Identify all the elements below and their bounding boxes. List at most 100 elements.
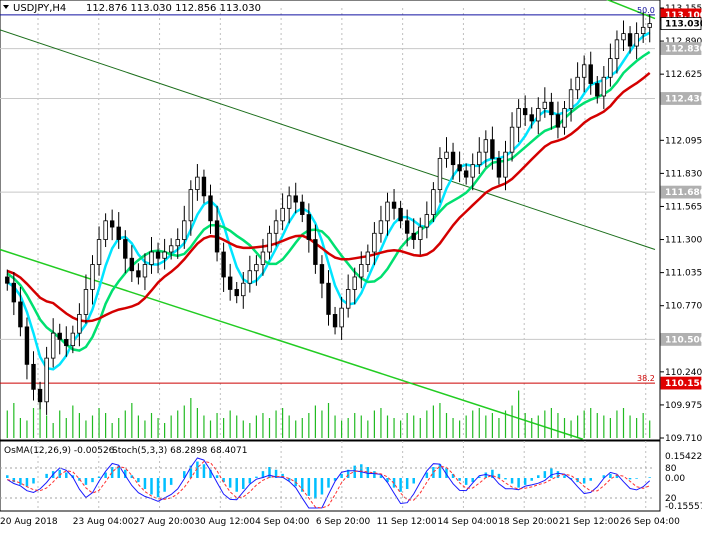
- candle-body: [404, 220, 410, 234]
- candle-body: [234, 289, 239, 297]
- candle-body: [18, 301, 23, 328]
- candle-body: [555, 114, 561, 128]
- candle-body: [372, 232, 377, 253]
- x-tick-label: 26 Sep 04:00: [620, 517, 680, 527]
- price-badge: [660, 332, 702, 346]
- candle-body: [201, 176, 207, 197]
- candle-body: [103, 220, 108, 240]
- candle-body: [614, 39, 620, 59]
- candle-body: [306, 214, 312, 240]
- candle-body: [300, 201, 305, 215]
- sub-tick-label: 0.00: [665, 474, 685, 484]
- candle-body: [37, 388, 43, 403]
- candle-body: [286, 195, 292, 209]
- candle-body: [96, 239, 102, 265]
- x-tick-label: 14 Sep 04:00: [437, 517, 497, 527]
- y-tick-label: 112.890: [665, 37, 702, 47]
- candle-body: [549, 101, 554, 116]
- x-tick-label: 11 Sep 12:00: [377, 517, 437, 527]
- candle-body: [627, 33, 633, 47]
- price-badge-label: 111.680: [665, 188, 702, 198]
- candle-body: [385, 201, 390, 222]
- osma-stoch-layer: [0, 457, 655, 509]
- candle-body: [260, 251, 266, 265]
- candle-layer: [5, 12, 652, 415]
- candle-body: [5, 276, 10, 284]
- stoch-label: Stoch(5,3,3) 68.2898 68.4071: [112, 446, 247, 456]
- candle-body: [109, 220, 115, 228]
- candle-body: [326, 282, 331, 315]
- candle-body: [398, 207, 403, 222]
- candle-body: [529, 114, 534, 122]
- symbol-header: USDJPY,H4 112.876 113.030 112.856 113.03…: [3, 3, 261, 14]
- candle-body: [634, 33, 639, 47]
- candle-body: [50, 332, 56, 359]
- y-tick-label: 110.240: [665, 368, 702, 378]
- candle-body: [411, 232, 416, 240]
- trend-channel-lower: [0, 248, 584, 440]
- candle-body: [608, 58, 613, 78]
- candle-body: [195, 176, 200, 191]
- sub-tick-label: -0.15557: [665, 502, 702, 512]
- candle-body: [522, 108, 528, 116]
- candle-body: [562, 108, 567, 128]
- candle-body: [70, 332, 76, 347]
- y-tick-label: 111.565: [665, 202, 702, 212]
- trend-channel-upper: [0, 29, 656, 250]
- price-badge: [660, 185, 702, 199]
- trendline-layer: [0, 0, 656, 440]
- candle-body: [162, 251, 167, 259]
- candle-body: [542, 101, 548, 109]
- y-tick-label: 109.710: [665, 434, 702, 444]
- candle-body: [155, 251, 161, 259]
- price-badge: [660, 17, 702, 31]
- fibonacci-level-label: 38.2: [637, 374, 655, 383]
- candle-body: [136, 270, 141, 278]
- price-badge-label: 112.830: [665, 45, 702, 55]
- candle-body: [575, 76, 580, 91]
- stoch-signal-line: [7, 460, 650, 509]
- candle-body: [568, 89, 574, 109]
- sma-fast-line: [6, 31, 651, 371]
- candle-body: [437, 158, 443, 191]
- ohlc-values: 112.876 113.030 112.856 113.030: [86, 3, 261, 14]
- candle-body: [640, 26, 646, 34]
- y-tick-label: 111.035: [665, 269, 702, 279]
- candle-body: [24, 326, 30, 365]
- candle-body: [516, 108, 521, 128]
- x-tick-label: 21 Sep 12:00: [559, 517, 619, 527]
- candle-body: [208, 195, 213, 222]
- y-tick-label: 110.770: [665, 302, 702, 312]
- candle-body: [483, 139, 489, 153]
- candle-body: [332, 314, 338, 328]
- candle-body: [44, 357, 49, 403]
- candle-body: [588, 64, 593, 84]
- price-badge-label: 113.100: [665, 11, 702, 21]
- candle-body: [621, 33, 626, 41]
- x-tick-label: 20 Aug 2018: [0, 517, 58, 527]
- fibonacci-level-label: 50.0: [637, 6, 655, 15]
- osma-label: OsMA(12,26,9) -0.00526: [4, 446, 115, 456]
- y-tick-label: 111.300: [665, 236, 702, 246]
- sma-mid-line: [6, 50, 651, 352]
- triangle-down-icon: [3, 5, 9, 9]
- candle-body: [477, 151, 482, 166]
- candle-body: [149, 251, 154, 265]
- y-tick-label: 112.625: [665, 70, 702, 80]
- candle-body: [247, 270, 253, 284]
- candle-body: [57, 332, 62, 340]
- price-badge-label: 112.430: [665, 94, 702, 104]
- candle-body: [254, 264, 259, 272]
- candle-body: [11, 282, 17, 303]
- candle-body: [31, 363, 36, 390]
- candle-body: [490, 139, 495, 159]
- y-tick-label: 111.830: [665, 169, 702, 179]
- candle-body: [444, 151, 449, 159]
- y-tick-label: 109.975: [665, 401, 702, 411]
- candle-body: [470, 164, 475, 178]
- candle-body: [457, 164, 462, 172]
- candle-body: [273, 220, 279, 234]
- candle-body: [227, 276, 233, 290]
